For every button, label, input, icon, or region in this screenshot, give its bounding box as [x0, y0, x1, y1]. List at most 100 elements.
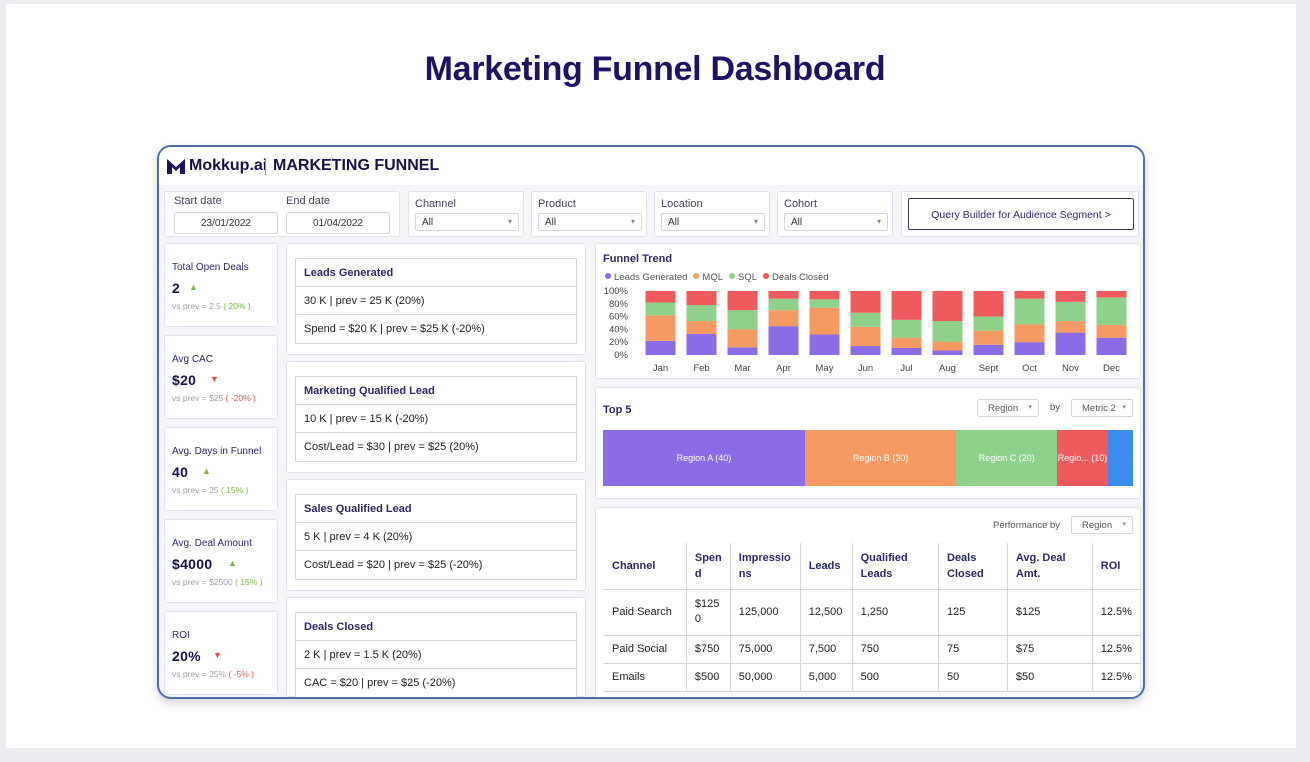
kpi-card-total-open-deals: Total Open Deals 2 ▲ vs prev = 2.5 ( 20%… [164, 243, 278, 327]
x-tick-label: Mar [734, 363, 750, 374]
end-date-label: End date [286, 195, 331, 207]
table-cell: $125 0 [686, 589, 731, 636]
bar-segment [809, 334, 840, 355]
legend-label: SQL [738, 272, 758, 283]
top5-dimension-select[interactable]: Region ▾ [977, 399, 1039, 417]
channel-label: Channel [415, 198, 456, 210]
top5-segment[interactable]: Regio... (10) [1057, 430, 1108, 486]
table-cell: 50 [938, 663, 1008, 692]
x-tick-label: Sept [979, 363, 999, 374]
legend-swatch [763, 273, 770, 279]
performance-dimension-select[interactable]: Region ▾ [1071, 516, 1133, 534]
kpi-comparison: vs prev = $25 ( -20% ) [172, 393, 256, 403]
table-cell: 500 [852, 663, 940, 692]
kpi-value: $4000 [172, 556, 213, 572]
legend-item: MQL [693, 272, 723, 283]
bar-segment [932, 341, 963, 351]
cohort-filter: Cohort All ▾ [777, 191, 893, 237]
kpi-change: ( 15% ) [220, 485, 249, 495]
trend-down-icon: ▼ [210, 374, 219, 384]
top5-segment[interactable]: Region C (20) [956, 430, 1058, 486]
column-header: Qualified Leads [852, 543, 940, 590]
app-title: MARKETING FUNNEL [273, 157, 440, 174]
bar-segment [850, 326, 881, 347]
bar-segment [932, 291, 963, 322]
y-tick-label: 40% [609, 324, 629, 335]
bar-segment [727, 291, 758, 311]
bar-segment [686, 291, 717, 306]
top5-metric-select[interactable]: Metric 2 ▾ [1071, 399, 1133, 417]
bar-segment [809, 299, 840, 308]
chevron-down-icon: ▾ [876, 217, 881, 226]
bar-segment [809, 307, 840, 335]
query-builder-button[interactable]: Query Builder for Audience Segment > [908, 198, 1134, 230]
x-tick-label: Feb [693, 363, 709, 374]
table-cell: 12.5% [1092, 589, 1140, 636]
bar-segment [891, 347, 922, 355]
table-cell: 12.5% [1092, 635, 1140, 664]
column-header: ROI [1092, 543, 1140, 590]
trend-up-icon: ▲ [228, 558, 237, 568]
stage-table: Marketing Qualified Lead 10 K | prev = 1… [295, 376, 577, 462]
start-date-label: Start date [174, 195, 222, 207]
bar-segment [768, 291, 799, 299]
stage-cost: Spend = $20 K | prev = $25 K (-20%) [304, 323, 485, 335]
stage-title: Leads Generated [296, 259, 576, 287]
stage-table: Leads Generated 30 K | prev = 25 K (20%)… [295, 258, 577, 344]
funnel-trend-title: Funnel Trend [603, 253, 673, 265]
column-header: Impressio ns [730, 543, 801, 590]
cohort-value: All [791, 217, 803, 228]
table-cell: $500 [686, 663, 731, 692]
table-row: Paid Search $125 0 125,000 12,500 1,250 … [604, 589, 1140, 636]
stage-table: Deals Closed 2 K | prev = 1.5 K (20%) CA… [295, 612, 577, 697]
trend-down-icon: ▼ [213, 650, 222, 660]
kpi-title: Avg CAC [172, 354, 213, 365]
kpi-card-avg-cac: Avg CAC $20 ▼ vs prev = $25 ( -20% ) [164, 335, 278, 419]
location-select[interactable]: All ▾ [661, 213, 765, 231]
table-cell: Emails [604, 663, 687, 692]
bar-segment [686, 305, 717, 322]
bar-segment [891, 291, 922, 320]
top5-segment[interactable] [1107, 430, 1133, 486]
performance-by-label: Performance by [993, 520, 1061, 531]
legend-swatch [729, 273, 736, 279]
cohort-select[interactable]: All ▾ [784, 213, 888, 231]
start-date-input[interactable]: 23/01/2022 [174, 212, 278, 234]
y-tick-label: 60% [609, 312, 629, 323]
kpi-value: 40 [172, 464, 189, 480]
chevron-down-icon: ▾ [753, 217, 758, 226]
chevron-down-icon: ▾ [507, 217, 512, 226]
bar-segment [1014, 324, 1045, 343]
kpi-value: 20% [172, 648, 201, 664]
stage-title: Sales Qualified Lead [296, 495, 576, 523]
legend-label: Leads Generated [614, 272, 688, 283]
bar-segment [973, 344, 1004, 355]
channel-select[interactable]: All ▾ [415, 213, 519, 231]
bar-segment [1096, 297, 1127, 325]
bar-segment [850, 312, 881, 327]
bar-segment [727, 310, 758, 330]
legend-label: Deals Closed [772, 272, 829, 283]
table-cell: 125,000 [730, 589, 801, 636]
end-date-input[interactable]: 01/04/2022 [286, 212, 390, 234]
table-cell: Paid Social [604, 635, 687, 664]
table-cell: 125 [938, 589, 1008, 636]
product-value: All [545, 217, 557, 228]
kpi-comparison: vs prev = 25 ( 15% ) [172, 485, 248, 495]
table-cell: $750 [686, 635, 731, 664]
chevron-down-icon: ▾ [630, 217, 635, 226]
chevron-down-icon: ▾ [1028, 404, 1032, 411]
top5-segment[interactable]: Region B (30) [804, 430, 957, 486]
table-header-row: Channel Spen d Impressio ns Leads Qualif… [604, 543, 1140, 590]
legend-item: Leads Generated [605, 272, 687, 283]
top5-segment[interactable]: Region A (40) [603, 430, 805, 486]
stage-card-leads-generated: Leads Generated 30 K | prev = 25 K (20%)… [286, 243, 586, 355]
channel-filter: Channel All ▾ [408, 191, 524, 237]
product-select[interactable]: All ▾ [538, 213, 642, 231]
bar-segment [1055, 332, 1086, 355]
column-header: Spen d [686, 543, 731, 590]
legend-swatch [693, 273, 700, 279]
chart-legend: Leads Generated MQL SQL Deals Closed [605, 272, 829, 283]
column-header: Channel [604, 543, 687, 590]
table-cell: 75,000 [730, 635, 801, 664]
